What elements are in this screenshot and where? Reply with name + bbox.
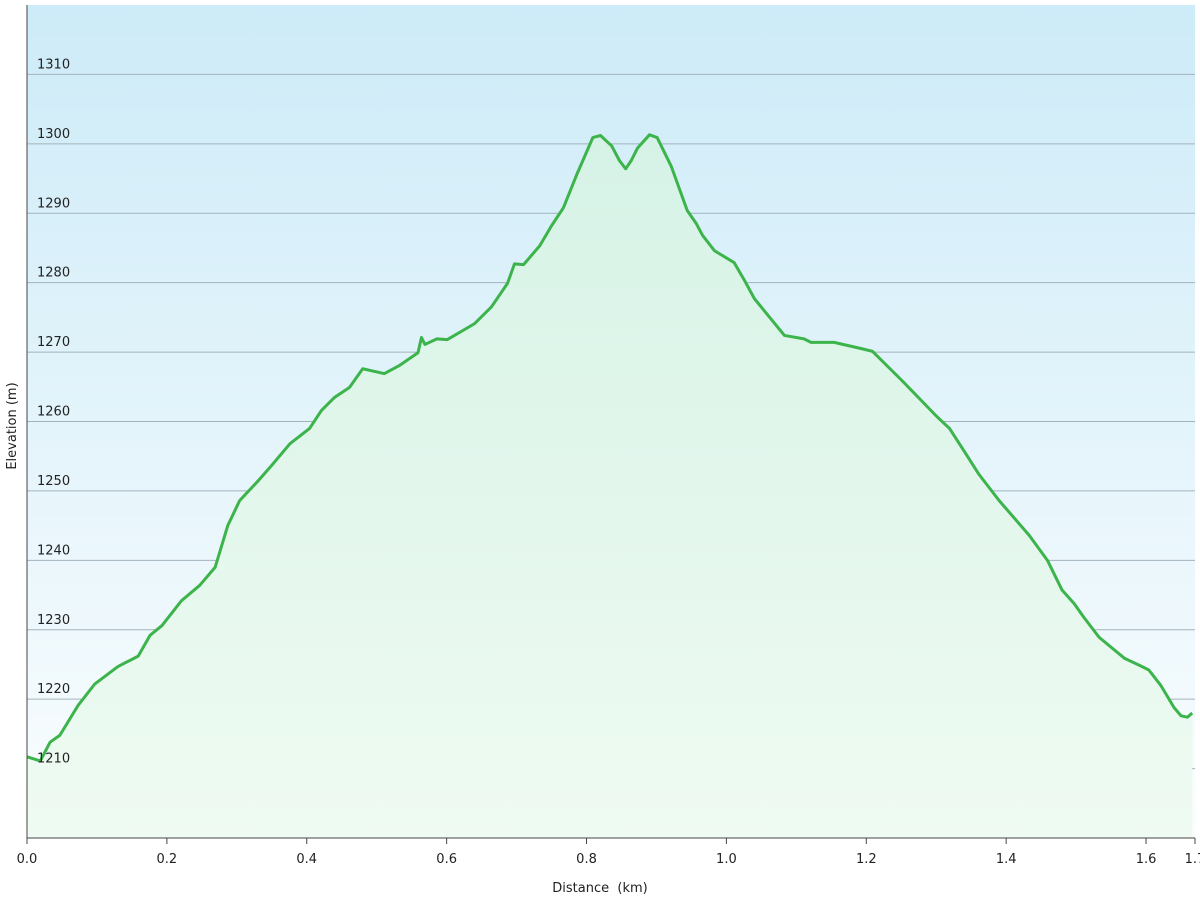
x-tick-label: 1.4 [996, 852, 1017, 867]
y-tick-label: 1260 [37, 405, 70, 420]
x-tick-label: 1.7 [1185, 852, 1200, 867]
x-tick-label: 0.4 [296, 852, 317, 867]
y-tick-label: 1240 [37, 543, 70, 558]
y-tick-label: 1230 [37, 613, 70, 628]
x-tick-label: 0.0 [17, 852, 38, 867]
x-tick-label: 0.8 [576, 852, 597, 867]
x-tick-label: 1.6 [1136, 852, 1157, 867]
x-tick-label: 0.2 [157, 852, 178, 867]
x-tick-label: 0.6 [436, 852, 457, 867]
x-axis-title: Distance (km) [552, 881, 647, 896]
y-tick-label: 1290 [37, 196, 70, 211]
x-tick-label: 1.2 [856, 852, 877, 867]
y-tick-label: 1310 [37, 57, 70, 72]
y-tick-label: 1250 [37, 474, 70, 489]
y-tick-label: 1270 [37, 335, 70, 350]
y-tick-label: 1280 [37, 266, 70, 281]
elevation-line [26, 133, 1194, 763]
x-tick-label: 1.0 [716, 852, 737, 867]
y-axis-title: Elevation (m) [5, 382, 20, 469]
y-tick-label: 1220 [37, 682, 70, 697]
y-tick-label: 1210 [37, 752, 70, 767]
area-fill [27, 134, 1193, 838]
y-tick-label: 1300 [37, 127, 70, 142]
